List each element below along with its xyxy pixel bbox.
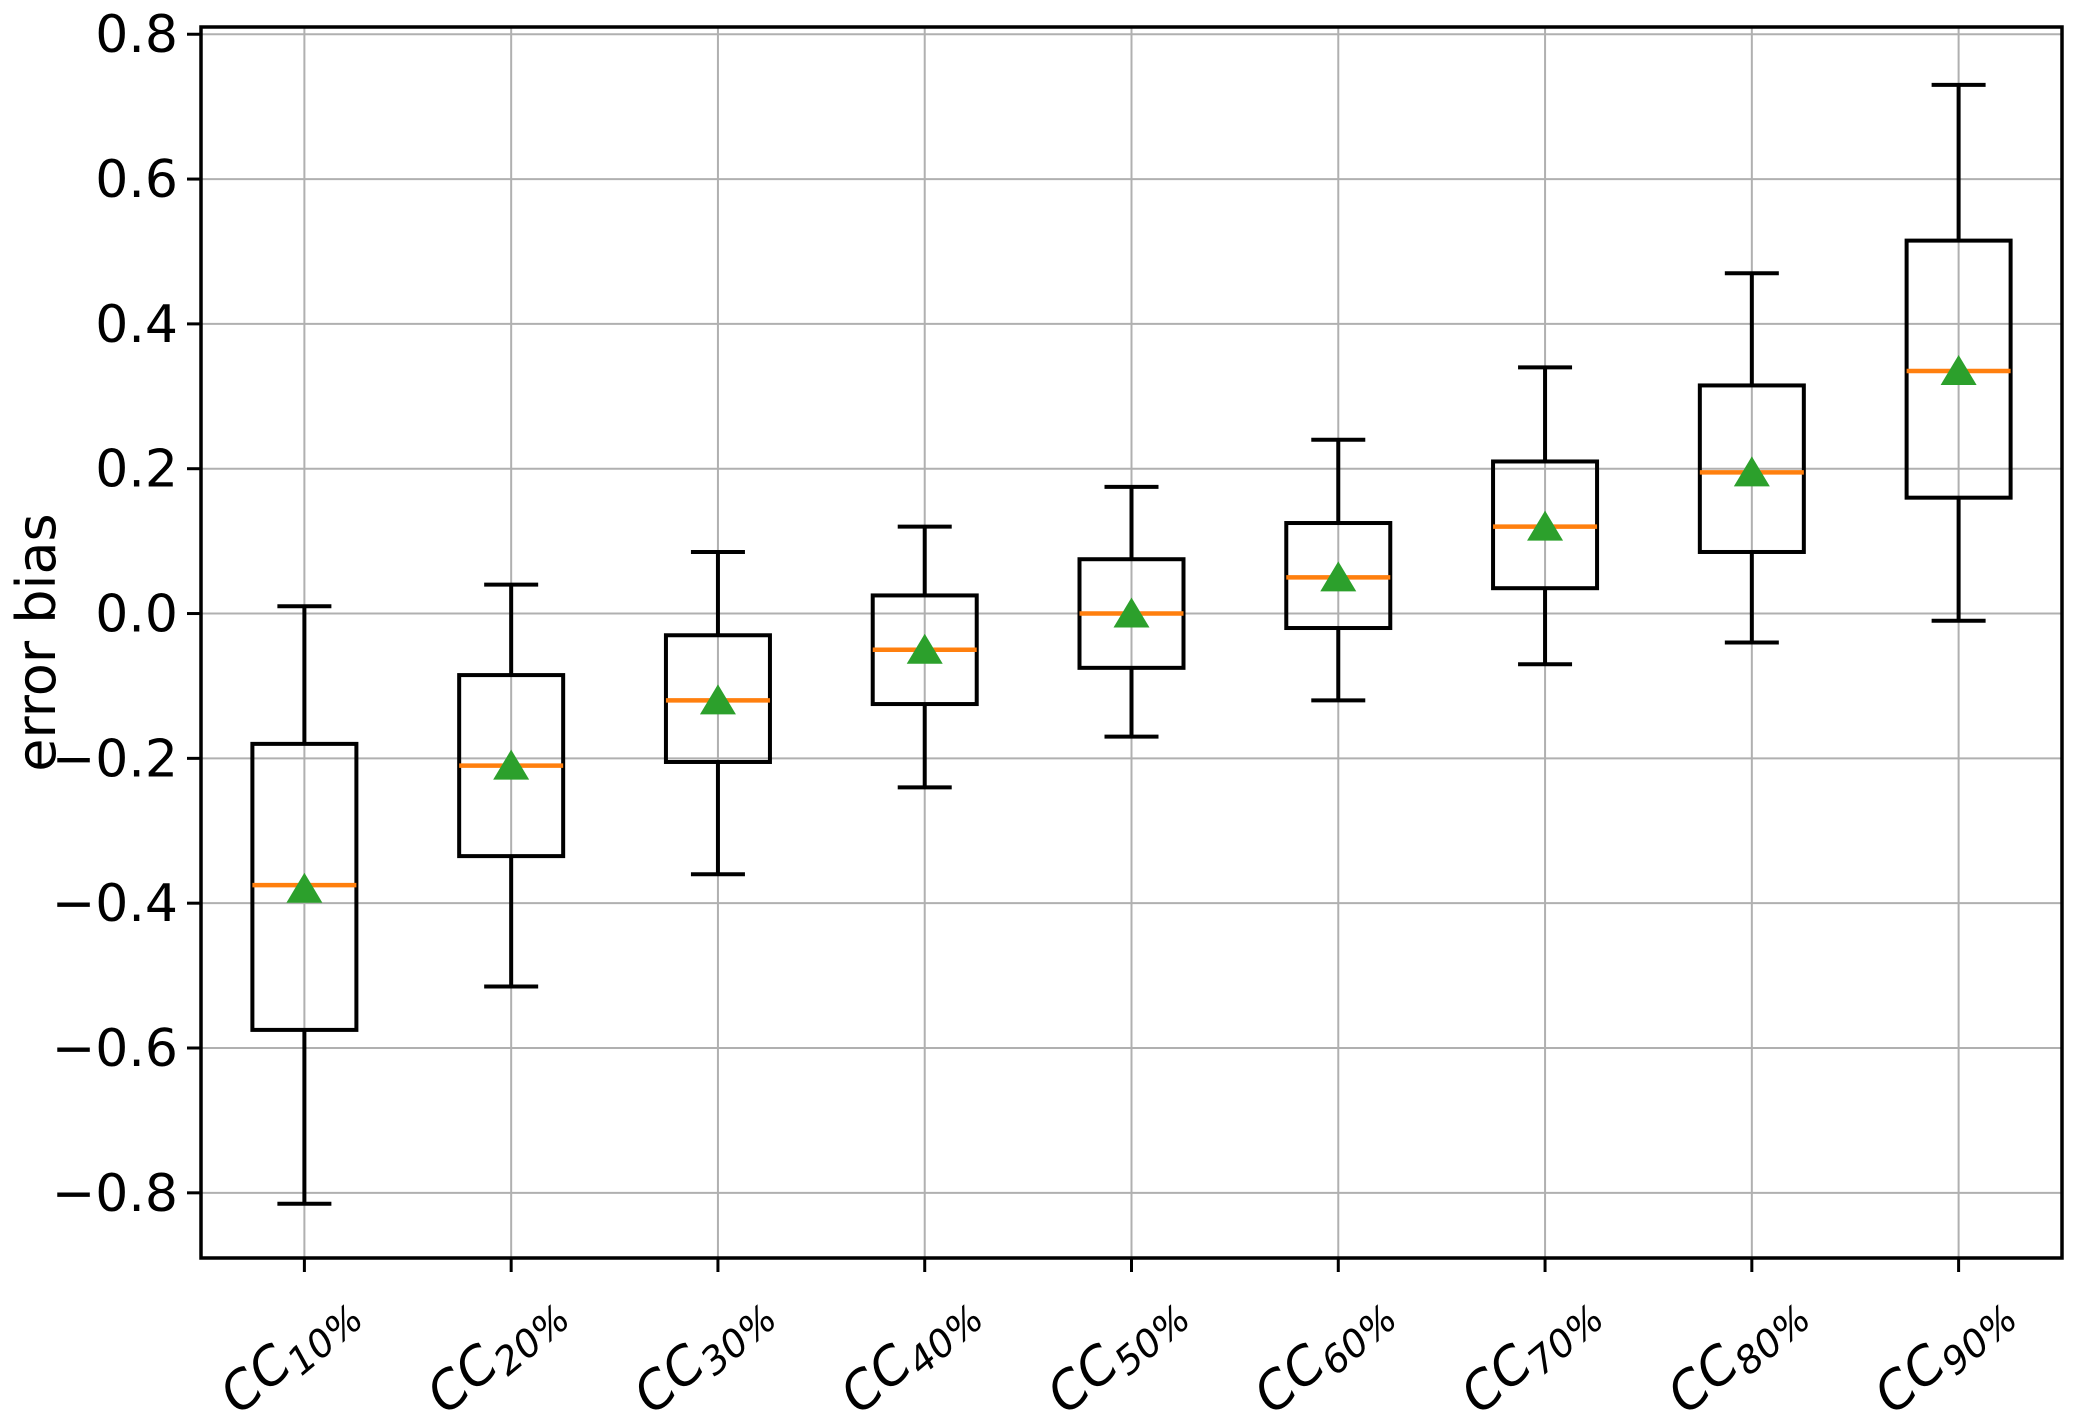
y-axis-label: error bias [5, 513, 68, 771]
y-tick-label: −0.2 [52, 729, 178, 789]
y-tick-label: −0.4 [52, 874, 178, 934]
y-tick-label: 0.8 [95, 5, 178, 65]
mean-marker [1113, 597, 1150, 628]
mean-marker [906, 633, 943, 664]
mean-marker [286, 872, 323, 903]
y-tick-label: 0.6 [95, 150, 178, 210]
y-tick-label: −0.6 [52, 1019, 178, 1079]
mean-marker [699, 684, 736, 715]
y-tick-label: 0.0 [95, 585, 178, 645]
box-rect [1697, 383, 1806, 554]
mean-marker [1940, 354, 1977, 385]
y-tick-label: 0.2 [95, 440, 178, 500]
mean-marker [1733, 456, 1770, 487]
y-tick-label: 0.4 [95, 295, 178, 355]
y-tick-label: −0.8 [52, 1164, 178, 1224]
mean-marker [493, 749, 530, 780]
mean-marker [1320, 561, 1357, 592]
mean-marker [1527, 510, 1564, 541]
